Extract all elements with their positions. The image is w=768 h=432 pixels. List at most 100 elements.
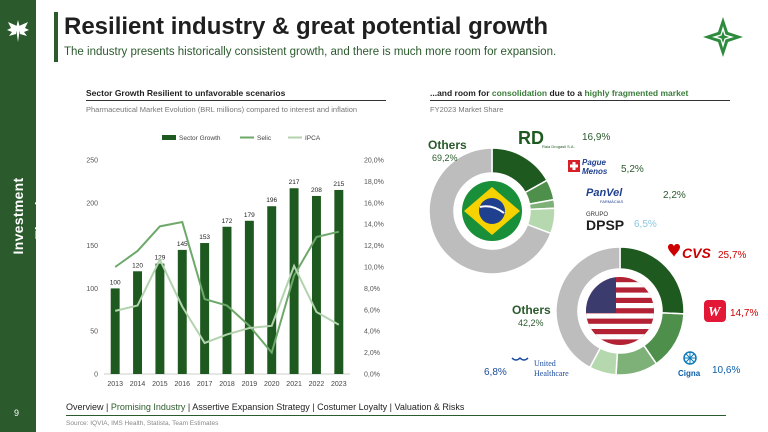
sidebar-title: Investment Thesis [10, 177, 48, 255]
left-axis-tick: 250 [86, 158, 98, 165]
panvel-logo-icon: PanVel FARMÁCIAS [586, 187, 623, 204]
nav-valuation-risks[interactable]: Valuation & Risks [394, 402, 465, 412]
bar-sector-growth [334, 189, 344, 374]
brazil-slice-others [428, 147, 552, 275]
legend-label: IPCA [305, 135, 321, 142]
right-axis-tick: 20,0% [364, 158, 384, 165]
pague-menos-logo-icon: Pague Menos [568, 158, 608, 176]
right-axis-tick: 8,0% [364, 286, 380, 293]
cigna-share-label: 10,6% [712, 365, 740, 376]
brazil-flag-icon [462, 181, 522, 241]
left-axis-tick: 0 [94, 372, 98, 379]
right-section-subheading: FY2023 Market Share [430, 105, 504, 114]
cigna-logo-icon: Cigna [678, 351, 701, 378]
panvel-logo-subtext: FARMÁCIAS [600, 199, 623, 204]
dpsp-logo-icon: GRUPO DPSP [586, 212, 624, 233]
panvel-share-label: 2,2% [663, 190, 686, 201]
united-logo-text: United [534, 359, 556, 368]
bar-sector-growth [244, 220, 254, 374]
us-slice-others [555, 246, 621, 369]
bar-data-label: 153 [199, 234, 210, 241]
bar-sector-growth [177, 249, 187, 374]
right-axis-tick: 2,0% [364, 350, 380, 357]
x-axis-tick: 2013 [107, 381, 123, 388]
nav-separator: | [103, 402, 111, 412]
right-heading-mid: due to a [547, 88, 585, 98]
section-nav: Overview | Promising Industry | Assertiv… [66, 402, 464, 412]
right-section-heading: ...and room for consolidation due to a h… [430, 88, 688, 98]
nav-promising-industry[interactable]: Promising Industry [110, 402, 186, 412]
brazil-others-value: 69,2% [432, 153, 458, 163]
right-axis-tick: 0,0% [364, 372, 380, 379]
right-heading-prefix: ...and room for [430, 88, 492, 98]
dpsp-share-label: 6,5% [634, 219, 657, 230]
nav-assertive-expansion[interactable]: Assertive Expansion Strategy [192, 402, 310, 412]
nav-overview[interactable]: Overview [66, 402, 104, 412]
rd-logo-icon: RD Raia Drogasil S.A. [518, 128, 575, 149]
nav-separator: | [387, 402, 395, 412]
brand-logo-icon [703, 17, 743, 57]
unitedhealthcare-share-label: 6,8% [484, 367, 507, 378]
x-axis-tick: 2022 [309, 381, 325, 388]
legend-label: Selic [257, 135, 272, 142]
healthcare-logo-text: Healthcare [534, 369, 569, 378]
walgreens-logo-text: W [708, 305, 722, 320]
dpsp-logo-text: DPSP [586, 217, 624, 233]
bar-data-label: 217 [289, 179, 300, 186]
bar-sector-growth [110, 288, 120, 374]
nav-divider [66, 415, 726, 416]
nav-costumer-loyalty[interactable]: Costumer Loyalty [317, 402, 388, 412]
x-axis-tick: 2016 [174, 381, 190, 388]
sidebar: Investment Thesis 9 [0, 0, 48, 432]
left-axis-tick: 50 [90, 329, 98, 336]
pague-menos-share-label: 5,2% [621, 164, 644, 175]
walgreens-logo-icon: W [704, 300, 726, 322]
right-axis-tick: 12,0% [364, 243, 384, 250]
right-heading-highlight-2: highly fragmented market [584, 88, 689, 98]
right-section-divider [430, 100, 730, 101]
right-axis-tick: 16,0% [364, 200, 384, 207]
bar-sector-growth [267, 206, 277, 374]
right-axis-tick: 4,0% [364, 329, 380, 336]
right-axis-tick: 18,0% [364, 179, 384, 186]
bar-sector-growth [289, 188, 299, 374]
x-axis-tick: 2023 [331, 381, 347, 388]
us-others-value: 42,2% [518, 318, 544, 328]
walgreens-share-label: 14,7% [730, 308, 758, 319]
right-axis-tick: 6,0% [364, 307, 380, 314]
right-axis-tick: 14,0% [364, 222, 384, 229]
left-section-subheading: Pharmaceutical Market Evolution (BRL mil… [86, 105, 358, 114]
wings-logo-icon [7, 20, 29, 42]
title-accent-bar [54, 12, 58, 62]
unitedhealthcare-logo-icon: United Healthcare [511, 356, 569, 378]
right-heading-highlight-1: consolidation [491, 88, 548, 98]
nav-separator: | [185, 402, 193, 412]
nav-separator: | [309, 402, 318, 412]
bar-data-label: 208 [311, 187, 322, 194]
left-section-heading: Sector Growth Resilient to unfavorable s… [86, 88, 286, 98]
line-selic [114, 220, 340, 355]
bar-data-label: 172 [222, 218, 233, 225]
cvs-logo-text: CVS [682, 245, 711, 261]
bar-sector-growth [222, 226, 232, 374]
us-others-label: Others [512, 303, 551, 317]
grupo-logo-text: GRUPO [586, 212, 608, 218]
bar-data-label: 100 [110, 279, 121, 286]
source-note: Source: IQVIA, IMS Health, Statista, Tea… [66, 420, 219, 427]
rd-logo-subtext: Raia Drogasil S.A. [542, 144, 575, 149]
legend-swatch [162, 135, 176, 140]
x-axis-tick: 2021 [286, 381, 302, 388]
panvel-logo-text: PanVel [586, 187, 623, 199]
left-axis-tick: 150 [86, 243, 98, 250]
brazil-others-label: Others [428, 138, 467, 152]
cvs-logo-icon: CVS [668, 244, 711, 261]
x-axis-tick: 2015 [152, 381, 168, 388]
cvs-share-label: 25,7% [718, 250, 746, 261]
rd-share-label: 16,9% [582, 132, 610, 143]
left-axis-tick: 200 [86, 200, 98, 207]
line-ipca [114, 257, 340, 345]
bar-sector-growth [133, 271, 143, 374]
us-flag-icon [586, 277, 654, 345]
market-share-donuts: Others 69,2% RD Raia Drogasil S.A. 16,9%… [428, 128, 758, 378]
bar-data-label: 145 [177, 241, 188, 248]
